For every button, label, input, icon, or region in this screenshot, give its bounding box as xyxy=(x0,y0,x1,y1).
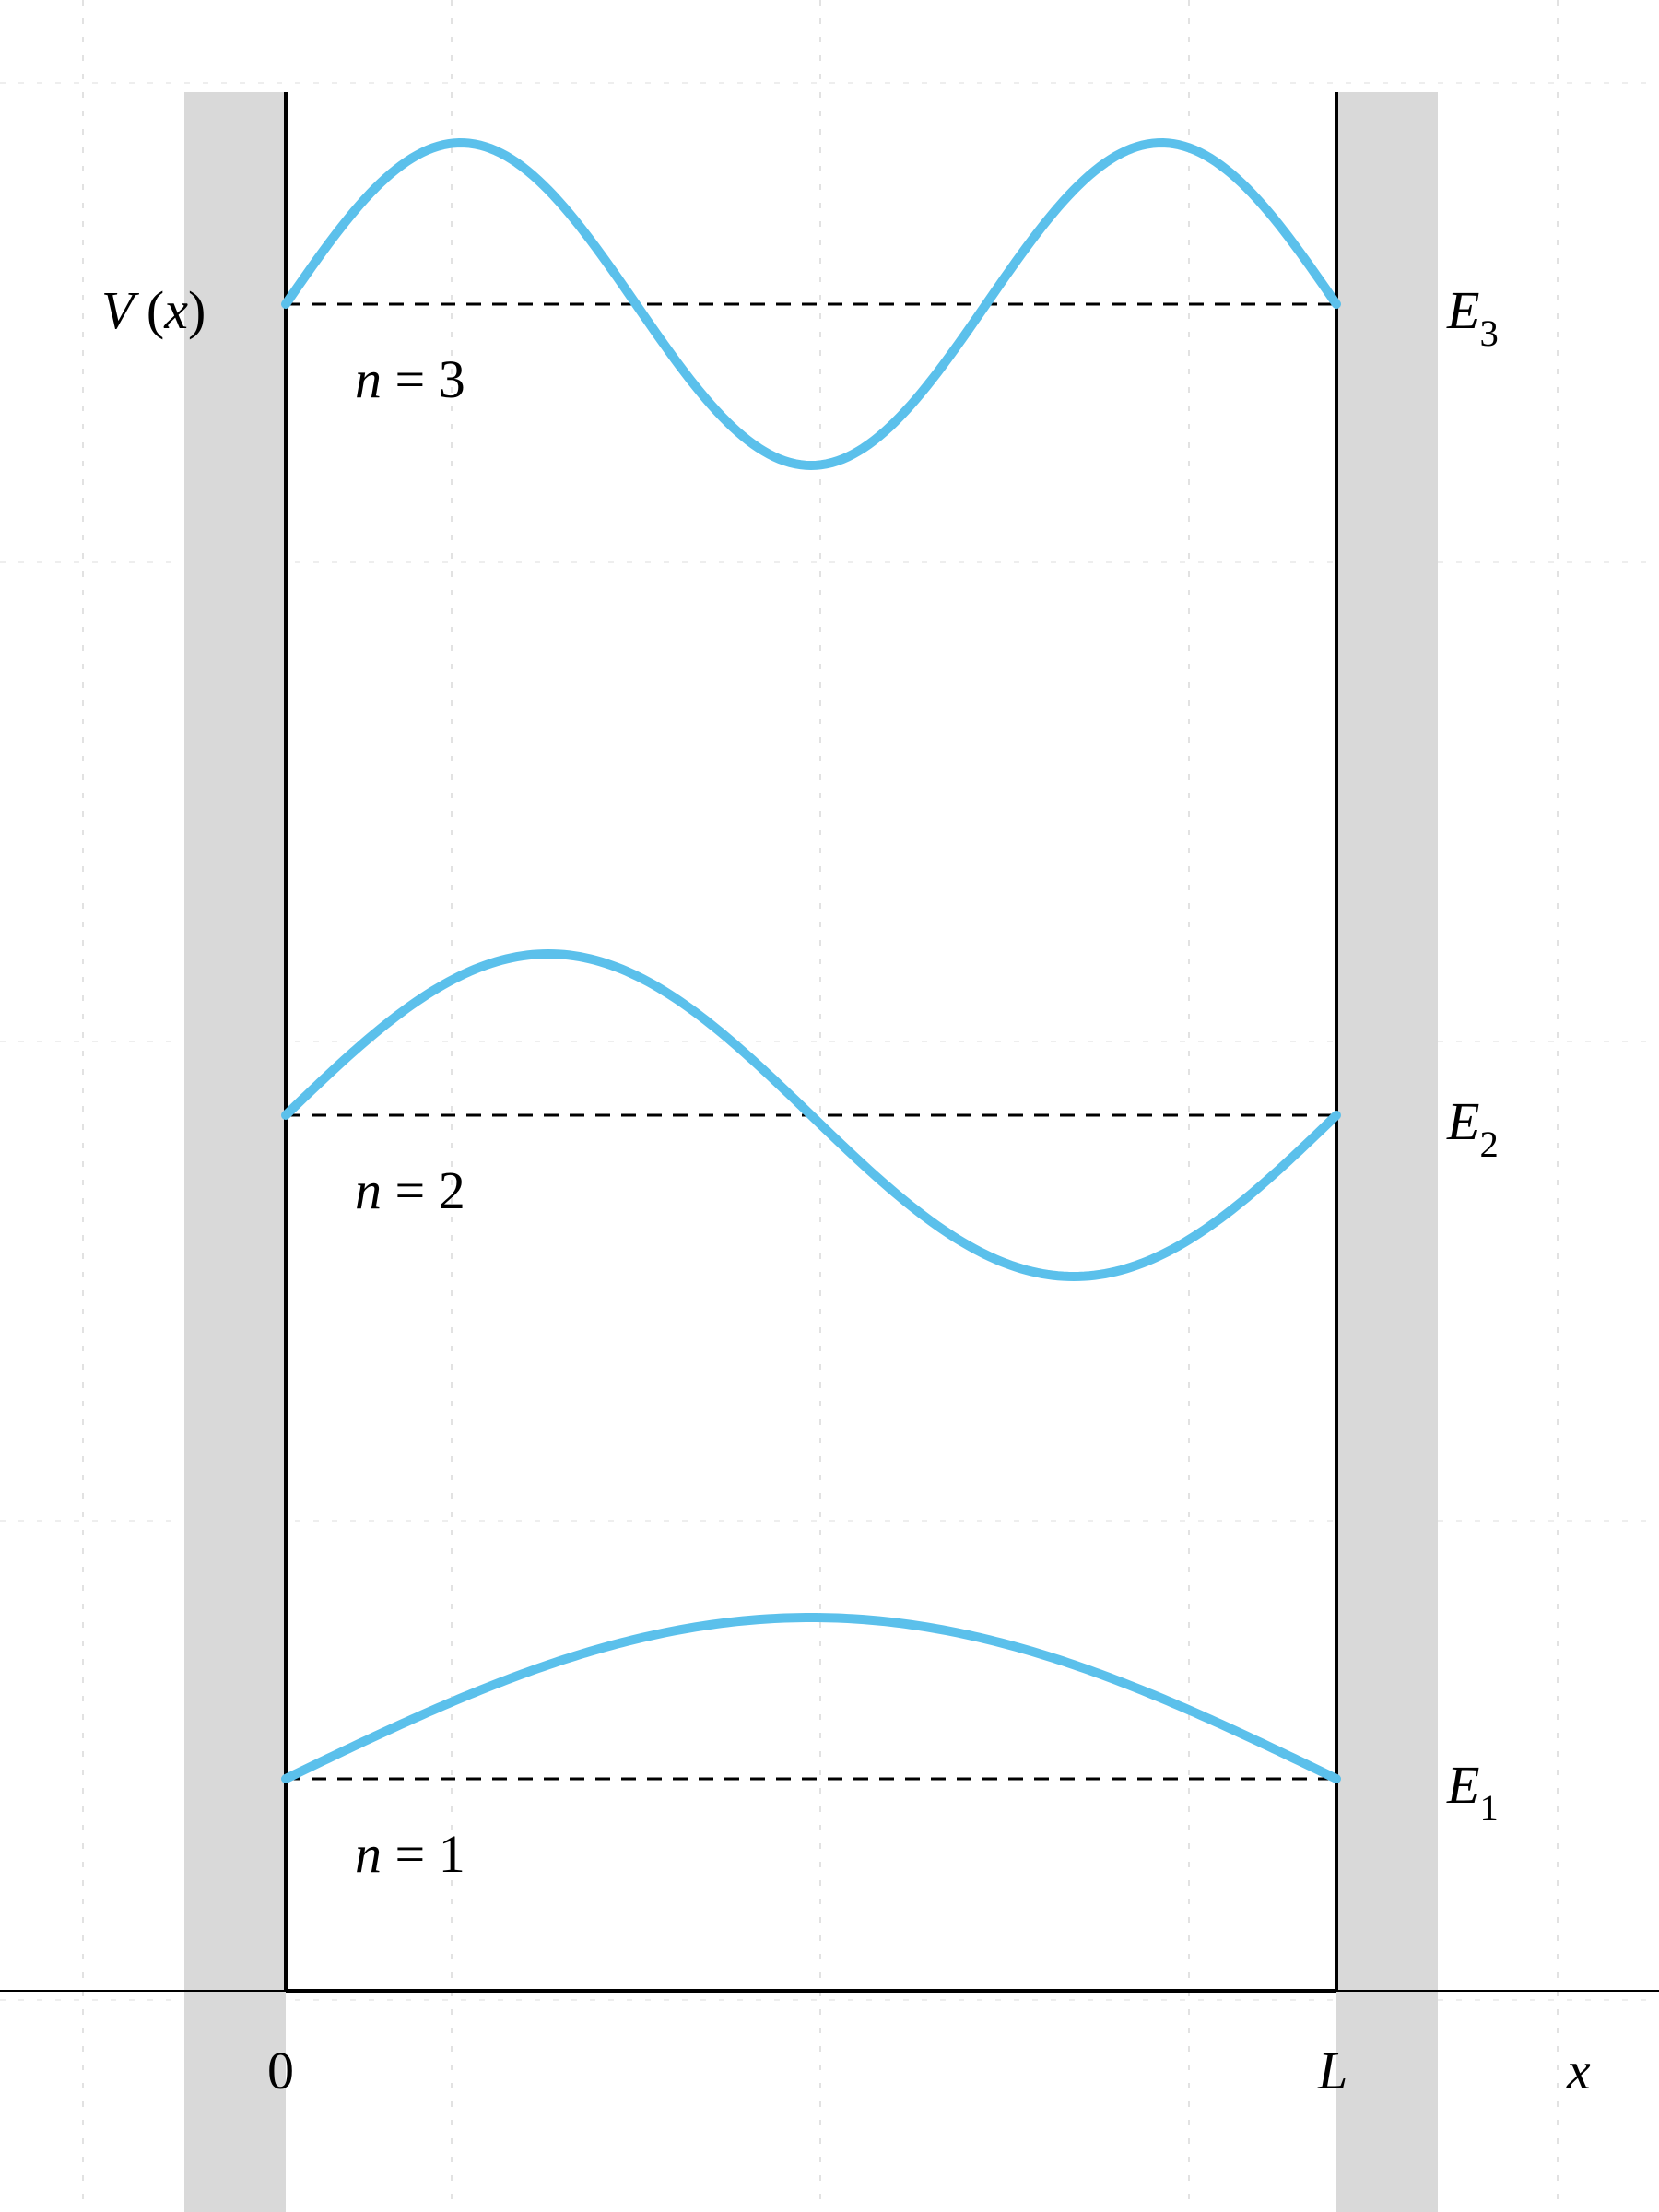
diagram-svg xyxy=(0,0,1659,2212)
x-axis-label-x: x xyxy=(1567,2040,1591,2101)
tick-label-L: L xyxy=(1318,2040,1347,2101)
energy-label-E1: E1 xyxy=(1447,1754,1499,1824)
infinite-square-well-diagram xyxy=(0,0,1659,2212)
y-axis-label-V: V (x) xyxy=(101,279,206,341)
energy-label-E3: E3 xyxy=(1447,279,1499,349)
energy-label-E2: E2 xyxy=(1447,1090,1499,1160)
level-label-n2: n = 2 xyxy=(355,1159,465,1221)
level-label-n3: n = 3 xyxy=(355,348,465,410)
tick-label-0: 0 xyxy=(267,2040,294,2101)
level-label-n1: n = 1 xyxy=(355,1823,465,1885)
